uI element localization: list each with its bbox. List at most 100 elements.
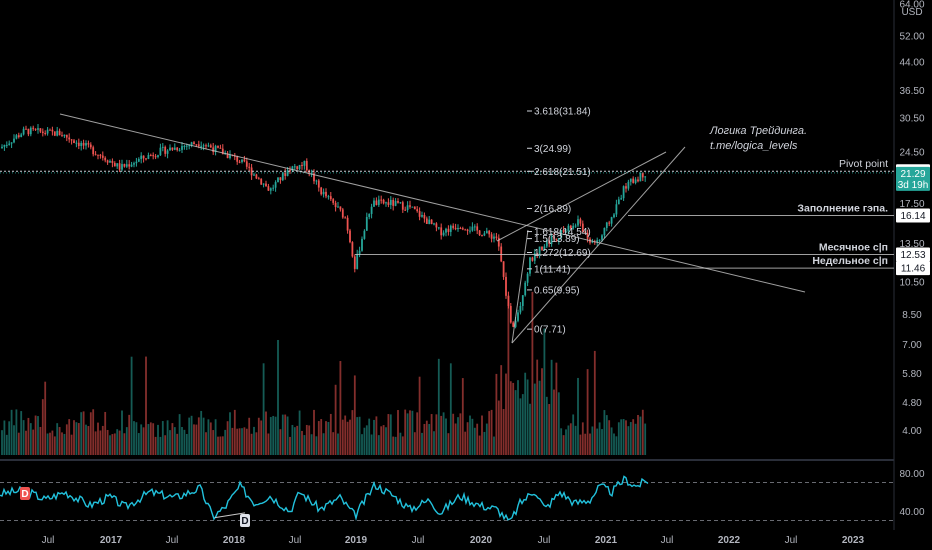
volume-bar [483,431,486,455]
volume-bar [250,433,253,455]
candle-body [586,232,589,239]
volume-bar [464,431,467,455]
volume-bar [149,422,152,455]
candle-body [553,236,555,239]
volume-bar [435,414,438,455]
candle-body [253,174,255,176]
candle-body [610,217,613,224]
volume-bar [229,412,231,455]
volume-bar [409,410,411,455]
candle-body [459,228,462,230]
volume-bar [413,432,416,455]
candle-body [428,219,431,224]
candle-body [308,170,311,174]
volume-bar [116,429,119,455]
fib-level-label: 0.65(9.95) [534,285,580,296]
candle-body [351,242,354,257]
volume-bar [637,414,639,455]
volume-bar [610,427,613,455]
candle-body [229,154,231,159]
candle-body [406,205,409,210]
candle-body [485,230,488,234]
volume-bar [346,421,349,455]
candle-body [301,164,303,166]
candle-body [152,155,155,157]
volume-bar [356,417,359,455]
volume-bar [553,389,555,455]
volume-bar [49,432,51,455]
candle-body [286,170,289,176]
candle-body [325,191,327,197]
candle-body [281,172,284,181]
candle-body [447,228,450,232]
candle-body [166,150,169,154]
volume-bar [344,415,347,455]
volume-bar [286,416,289,455]
price-tick-label: 5.80 [902,369,922,380]
candle-body [113,162,116,167]
candle-body [65,134,68,138]
volume-bar [97,422,99,455]
candle-body [25,128,27,130]
volume-bar [524,372,527,455]
candle-body [63,134,66,137]
volume-bar [629,422,632,455]
candle-body [202,145,205,147]
volume-bar [341,419,344,455]
candle-body [565,231,567,233]
candle-body [469,230,471,232]
candle-body [298,164,301,170]
volume-bar [476,423,479,455]
volume-bar [615,436,618,455]
candle-body [579,219,582,224]
volume-bar [152,423,155,455]
time-axis[interactable]: Jul 2017 Jul 2018 Jul 2019 Jul 2020 Jul 2021 Jul 20… [42,535,865,546]
candle-body [188,145,191,147]
volume-bar [145,356,147,455]
candle-body [507,295,510,306]
volume-bar [389,414,392,455]
level-price-value: 11.46 [901,264,926,275]
volume-bar [416,412,419,455]
candle-body [478,230,481,236]
candle-body [5,144,8,146]
volume-bar [538,380,541,455]
volume-bar [632,419,635,455]
candle-body [567,225,570,232]
price-axis[interactable]: 64.00 52.00 44.00 36.50 30.50 24.50 17.50 13.50… [899,0,924,437]
candle-body [377,199,380,205]
candle-body [80,142,83,146]
candle-body [373,200,375,207]
candle-body [397,201,399,203]
volume-bar [593,350,596,455]
volume-bar [440,415,443,455]
candle-body [548,240,551,244]
candle-body [75,142,78,144]
candle-body [445,228,447,233]
price-tick-label: 10.50 [899,278,924,289]
volume-bars [1,291,647,455]
candle-body [437,227,440,229]
volume-bar [260,420,263,455]
candle-body [226,153,229,159]
time-tick-label: Jul [166,535,179,546]
price-tick-label: 8.50 [902,310,922,321]
volume-bar [231,427,234,455]
candle-body [212,147,215,153]
candle-body [13,138,15,143]
volume-bar [531,291,534,455]
volume-bar [500,365,503,455]
candle-body [363,230,366,239]
fib-level-label: 1(11.41) [534,264,571,275]
volume-bar [164,435,167,455]
volume-bar [303,435,306,455]
candle-body [277,177,279,183]
candle-body [149,155,152,157]
volume-bar [377,435,380,455]
time-tick-label: Jul [661,535,674,546]
volume-bar [262,363,265,455]
volume-bar [195,424,198,455]
volume-bar [605,415,608,455]
candle-body [591,241,594,243]
